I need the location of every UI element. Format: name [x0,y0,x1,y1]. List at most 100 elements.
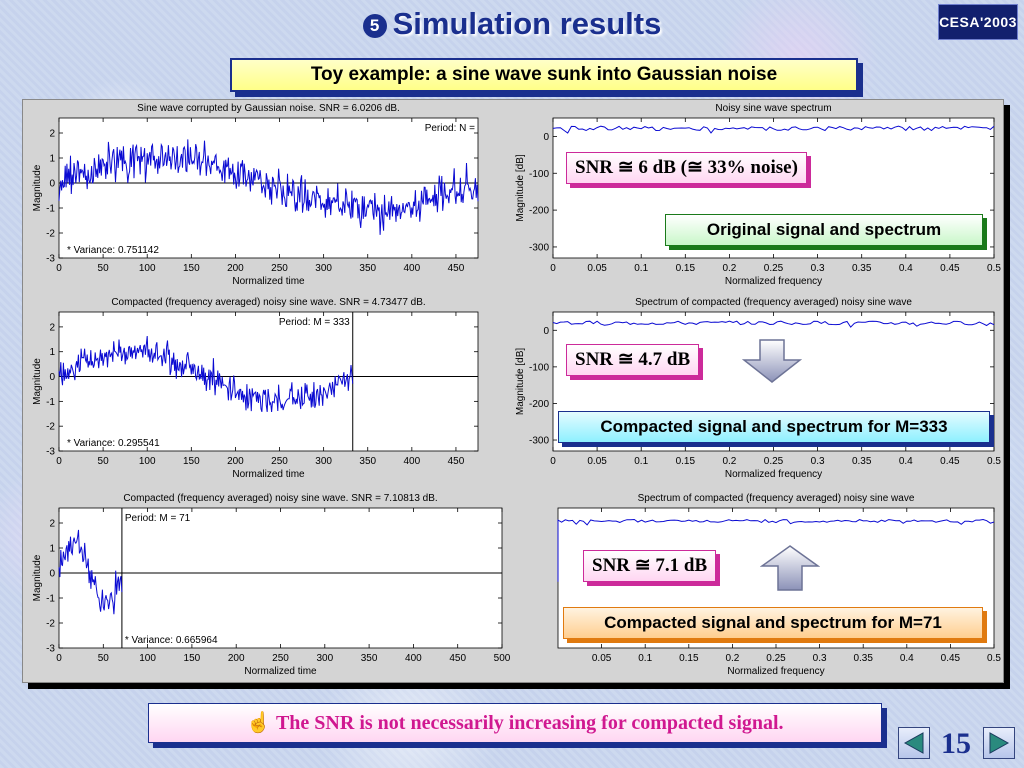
y-tick-label: 0 [543,326,549,337]
x-tick-label: 450 [449,653,466,664]
y-tick-label: 1 [49,544,55,555]
slide-subtitle: Toy example: a sine wave sunk into Gauss… [230,58,858,92]
x-tick-label: 400 [403,263,420,274]
x-tick-label: 0.15 [676,263,696,274]
x-tick-label: 0.25 [766,653,786,664]
chart-time3: Compacted (frequency averaged) noisy sin… [32,493,511,677]
y-tick-label: -1 [46,397,55,408]
x-tick-label: 0 [56,653,62,664]
y-tick-label: 0 [49,372,55,383]
x-tick-label: 250 [271,456,288,467]
x-tick-label: 0 [56,456,62,467]
signal-line [552,125,995,134]
x-axis-label: Normalized time [232,276,305,287]
x-tick-label: 500 [494,653,511,664]
y-tick-label: -1 [46,594,55,605]
x-tick-label: 0.1 [634,456,648,467]
triangle-right-icon [989,732,1010,754]
x-axis-label: Normalized frequency [727,666,824,677]
conclusion-text: The SNR is not necessarily increasing fo… [275,712,784,734]
signal-line [557,518,995,582]
caption-m71: Compacted signal and spectrum for M=71 [563,607,983,639]
x-tick-label: 0.2 [725,653,739,664]
chart-title: Compacted (frequency averaged) noisy sin… [111,297,425,308]
y-tick-label: -300 [529,242,549,253]
previous-slide-button[interactable] [898,727,930,759]
y-tick-label: -2 [46,229,55,240]
x-tick-label: 0.1 [638,653,652,664]
chart-spec1: Noisy sine wave spectrum 0 0.05 0.1 0.15 0.2 0… [515,103,1001,287]
y-tick-label: 0 [49,569,55,580]
y-axis-label: Magnitude [32,164,43,211]
x-tick-label: 0.3 [811,456,825,467]
slide-title: 5 Simulation results [0,6,1024,42]
y-tick-label: -1 [46,204,55,215]
y-axis-label: Magnitude [dB] [515,348,526,415]
hand-pointing-icon: ☝ [246,712,272,734]
arrow-down-icon [742,339,802,383]
y-tick-label: 1 [49,347,55,358]
slide-title-text: Simulation results [392,6,662,41]
chart-title: Sine wave corrupted by Gaussian noise. S… [137,103,400,114]
x-tick-label: 0 [56,263,62,274]
caption-original: Original signal and spectrum [665,214,983,246]
x-tick-label: 100 [139,263,156,274]
x-tick-label: 0.4 [899,456,913,467]
variance-annotation: * Variance: 0.295541 [67,438,160,449]
x-tick-label: 0.2 [722,456,736,467]
snr-callout-original: SNR ≅ 6 dB (≅ 33% noise) [566,152,807,184]
y-tick-label: 0 [49,179,55,190]
x-tick-label: 300 [315,263,332,274]
x-tick-label: 350 [359,263,376,274]
signal-line [552,320,995,328]
x-axis-label: Normalized frequency [725,276,822,287]
x-tick-label: 100 [139,653,156,664]
chart-title: Spectrum of compacted (frequency average… [638,493,915,504]
chart-title: Compacted (frequency averaged) noisy sin… [123,493,437,504]
x-axis-label: Normalized time [244,666,317,677]
plot-area [58,507,503,649]
x-tick-label: 450 [448,456,465,467]
x-tick-label: 450 [448,263,465,274]
x-axis-label: Normalized frequency [725,469,822,480]
x-tick-label: 0.4 [900,653,914,664]
y-axis-label: Magnitude [32,554,43,601]
chart-title: Noisy sine wave spectrum [715,103,831,114]
y-tick-label: 2 [49,519,55,530]
signal-line [58,529,123,615]
x-tick-label: 50 [98,263,110,274]
y-tick-label: -3 [46,254,55,265]
x-tick-label: 0.35 [853,653,873,664]
y-tick-label: -200 [529,399,549,410]
x-tick-label: 50 [98,456,110,467]
x-tick-label: 200 [228,653,245,664]
x-tick-label: 0.15 [676,456,696,467]
y-tick-label: 2 [49,322,55,333]
x-tick-label: 0.35 [852,456,872,467]
y-tick-label: -100 [529,362,549,373]
x-tick-label: 0.3 [813,653,827,664]
page-number: 15 [941,727,971,760]
x-axis-label: Normalized time [232,469,305,480]
y-axis-label: Magnitude [32,358,43,405]
x-tick-label: 350 [361,653,378,664]
snr-callout-m333: SNR ≅ 4.7 dB [566,344,700,376]
x-tick-label: 300 [315,456,332,467]
chart-spec2: Spectrum of compacted (frequency average… [515,297,1001,480]
x-tick-label: 0.25 [764,456,784,467]
y-tick-label: -3 [46,644,55,655]
x-tick-label: 0.5 [987,263,1001,274]
y-axis-label: Magnitude [dB] [515,154,526,221]
x-tick-label: 100 [139,456,156,467]
x-tick-label: 300 [316,653,333,664]
y-tick-label: -100 [529,169,549,180]
variance-annotation: * Variance: 0.751142 [67,245,159,256]
y-tick-label: 1 [49,154,55,165]
x-tick-label: 150 [183,263,200,274]
arrow-up-icon [760,545,820,591]
period-annotation: Period: N = [425,123,475,134]
x-tick-label: 0.3 [811,263,825,274]
signal-line [58,139,479,235]
next-slide-button[interactable] [983,727,1015,759]
